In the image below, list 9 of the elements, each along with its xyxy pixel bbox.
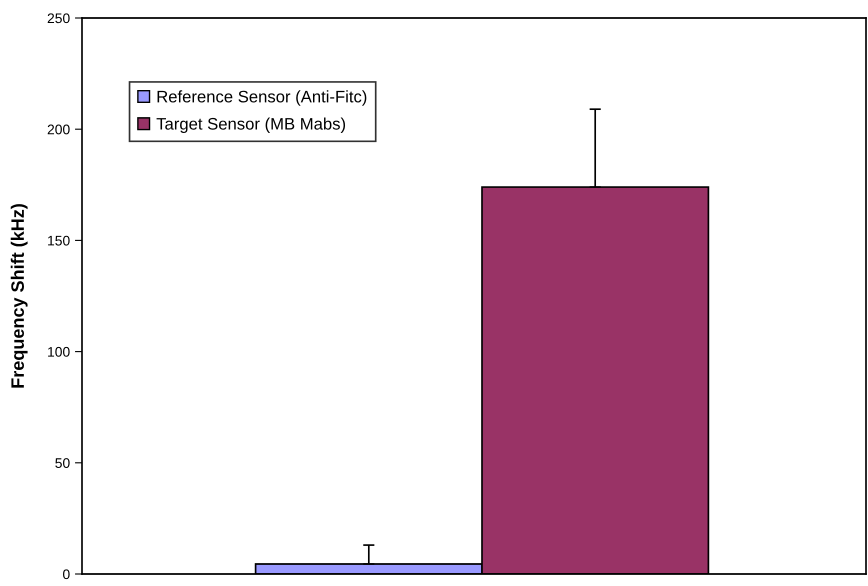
y-tick-label: 200 (48, 124, 70, 134)
y-tick-label: 150 (48, 236, 70, 246)
y-tick-label: 50 (55, 458, 70, 468)
y-tick-label: 100 (48, 346, 70, 357)
legend-label: Reference Sensor (Anti-Fitc) (158, 90, 366, 106)
y-axis-title: Frequency Shift (kHz) (10, 204, 28, 388)
legend-label: Target Sensor (MB Mabs) (156, 117, 346, 134)
y-tick-label: 0 (63, 569, 70, 580)
y-tick-label: 250 (48, 13, 70, 24)
